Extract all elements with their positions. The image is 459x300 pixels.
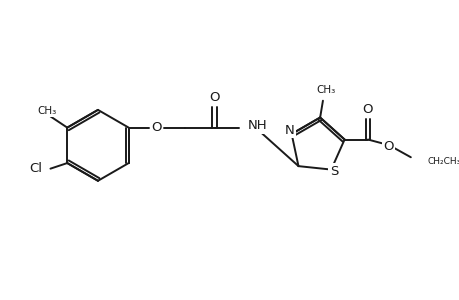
Text: NH: NH — [247, 119, 267, 132]
Text: CH₃: CH₃ — [315, 85, 335, 95]
Text: CH₃: CH₃ — [37, 106, 56, 116]
Text: Cl: Cl — [29, 162, 42, 175]
Text: O: O — [382, 140, 393, 152]
Text: O: O — [209, 91, 219, 104]
Text: CH₂CH₃: CH₂CH₃ — [427, 158, 459, 166]
Text: O: O — [362, 103, 372, 116]
Text: O: O — [151, 121, 162, 134]
Text: N: N — [284, 124, 294, 137]
Text: S: S — [329, 165, 337, 178]
